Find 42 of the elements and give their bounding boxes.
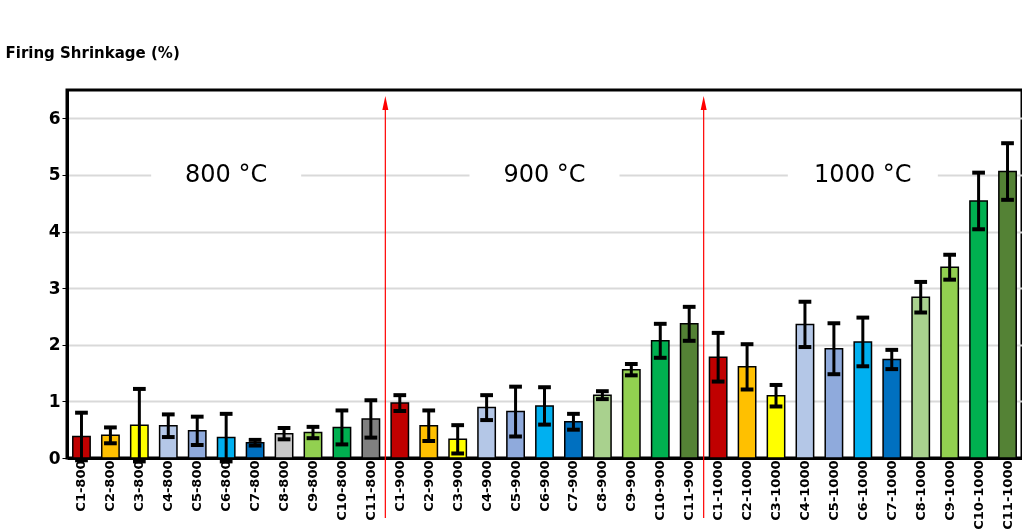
- x-tick-label: C4-900: [478, 460, 494, 512]
- x-tick-label: C11-800: [362, 460, 378, 521]
- x-tick-label: C9-900: [623, 460, 639, 512]
- x-tick-label: C2-1000: [739, 460, 755, 521]
- x-tick-label: C10-900: [652, 460, 668, 521]
- y-tick-label: 4: [48, 221, 61, 242]
- x-tick-label: C3-1000: [768, 460, 784, 521]
- x-tick-label: C10-800: [333, 460, 349, 521]
- y-tick-label: 6: [48, 107, 61, 128]
- x-tick-label: C4-1000: [796, 460, 812, 521]
- y-tick-label: 3: [48, 277, 61, 298]
- y-tick-label: 0: [48, 447, 61, 468]
- x-tick-label: C10-1000: [970, 460, 986, 530]
- x-tick-label: C5-800: [189, 460, 205, 512]
- annotation: 1000 °C: [814, 159, 912, 188]
- x-tick-label: C5-1000: [825, 460, 841, 521]
- x-tick-label: C7-800: [247, 460, 263, 512]
- annotation: 900 °C: [503, 159, 586, 188]
- x-tick-label: C11-900: [681, 460, 697, 521]
- x-tick-label: C8-900: [594, 460, 610, 512]
- x-tick-label: C7-1000: [883, 460, 899, 521]
- y-tick-label: 5: [48, 164, 61, 185]
- y-tick-label: 1: [48, 390, 61, 411]
- x-tick-label: C1-800: [73, 460, 89, 512]
- x-tick-label: C11-1000: [999, 460, 1015, 530]
- y-tick-label: 2: [48, 334, 61, 355]
- x-tick-label: C3-900: [449, 460, 465, 512]
- x-tick-label: C9-1000: [941, 460, 957, 521]
- x-tick-label: C6-1000: [854, 460, 870, 521]
- annotation: 800 °C: [185, 159, 268, 188]
- x-tick-label: C5-900: [507, 460, 523, 512]
- x-tick-label: C8-1000: [912, 460, 928, 521]
- x-tick-label: C2-800: [102, 460, 118, 512]
- x-tick-label: C4-800: [160, 460, 176, 512]
- x-tick-label: C9-800: [304, 460, 320, 512]
- x-tick-label: C7-900: [565, 460, 581, 512]
- x-tick-label: C1-1000: [710, 460, 726, 521]
- y-axis-title: Firing Shrinkage (%): [5, 43, 180, 62]
- x-tick-label: C1-900: [391, 460, 407, 512]
- x-tick-label: C6-900: [536, 460, 552, 512]
- x-tick-label: C8-800: [276, 460, 292, 512]
- x-tick-label: C2-900: [420, 460, 436, 512]
